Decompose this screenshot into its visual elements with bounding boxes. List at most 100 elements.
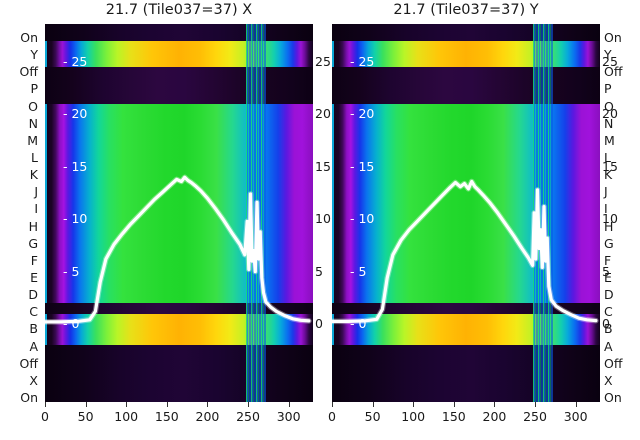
category-tick-label: C [604,304,613,320]
y-tick-label-inner: - 5 [350,263,367,279]
x-tick-mark [494,402,496,407]
y-tick-label-outer: 0 [602,316,610,331]
category-tick-label: Off [19,64,38,80]
y-tick-label-outer: 25 [602,54,618,69]
category-tick-label: F [30,252,38,268]
category-tick-label: B [604,321,613,337]
x-tick-label: 300 [276,409,301,424]
x-tick-label: 0 [41,409,49,424]
panel-title-x: 21.7 (Tile037=37) X [105,2,253,18]
y-tick-label-inner: - 0 [63,316,80,331]
y-tick-label-outer: 25 [315,54,331,69]
category-tick-label: J [604,184,608,200]
category-tick-label: A [29,338,38,354]
category-tick-label: D [604,287,614,303]
category-tick-label: N [28,115,38,131]
heatmap-band-edge [332,313,334,345]
category-axis-right: On Y Off P O N M L K J I H G F E D C B A Off X On [600,24,640,405]
x-tick-label: 250 [523,409,547,424]
y-tick-label-outer: 10 [315,211,331,227]
y-tick-label-inner: - 0 [350,316,367,331]
category-tick-label: H [604,218,614,234]
x-tick-label: 300 [563,409,588,424]
x-tick-mark [248,402,250,407]
category-tick-label: K [29,167,38,183]
x-tick-mark [207,402,209,407]
heatmap-band [45,67,313,94]
category-tick-label: G [28,235,38,251]
y-tick-label-outer: 15 [602,158,618,174]
category-tick-label: A [604,338,613,354]
category-tick-label: On [20,390,38,405]
curve-trace [45,175,311,324]
y-tick-label-inner: - 25 [350,54,375,69]
category-tick-label: On [604,30,622,45]
category-tick-label: N [604,115,614,131]
heatmap-band [332,303,600,314]
y-tick-label-inner: - 5 [63,263,80,279]
category-tick-label: G [604,235,614,251]
x-tick-label: 250 [236,409,260,424]
category-tick-label: Y [30,47,38,63]
category-tick-label: On [20,30,38,45]
heatmap-band-edge [45,313,47,345]
category-tick-label: H [28,218,38,234]
x-tick-label: 200 [482,409,507,424]
category-tick-label: P [604,81,612,97]
category-tick-label: E [604,270,612,285]
y-tick-label-inner: - 10 [350,211,375,227]
x-tick-mark [126,402,128,407]
y-tick-label-outer: 15 [315,158,331,174]
x-tick-label: 100 [114,409,139,424]
category-tick-label: M [604,132,615,148]
heatmap-band [332,41,600,68]
x-axis-panel-y: 0 50 100 150 200 250 300 [328,402,600,436]
y-tick-label-inner: - 25 [63,54,88,69]
y-tick-label-inner: - 20 [63,106,88,122]
heatmap-band-edge [332,103,334,304]
curve-trace [332,178,599,325]
heatmap-band-edge [45,103,47,304]
y-tick-label-inner: - 15 [63,158,88,174]
x-tick-label: 150 [441,409,466,424]
x-tick-mark [575,402,577,407]
x-axis-panel-x: 0 50 100 150 200 250 300 [41,402,313,436]
x-tick-label: 100 [401,409,426,424]
heatmap-band [45,93,313,104]
x-tick-mark [535,402,537,407]
curve-trace [45,174,312,325]
x-tick-mark [453,402,455,407]
category-tick-label: I [34,201,38,217]
x-tick-label: 50 [364,409,381,424]
category-tick-label: Off [604,355,623,371]
x-tick-mark [332,402,333,407]
category-tick-label: F [604,252,612,268]
category-tick-label: On [604,390,622,405]
heatmap-image-y [332,24,600,402]
category-tick-label: X [29,372,38,388]
heatmap-panel-y[interactable] [332,24,600,402]
heatmap-panel-x[interactable] [45,24,313,402]
y-tick-label-outer: 5 [602,263,610,279]
x-tick-label: 0 [328,409,336,424]
x-tick-mark [45,402,46,407]
category-tick-label: O [28,98,38,114]
x-tick-label: 150 [154,409,179,424]
category-tick-label: O [604,98,614,114]
category-tick-label: Y [604,47,612,63]
y-tick-label-inner: - 10 [63,211,88,227]
curve-trace [332,179,598,323]
x-tick-mark [413,402,415,407]
category-tick-label: L [31,150,38,165]
heatmap-band [45,303,313,314]
overlay-curve-y [332,178,599,325]
y-tick-label-outer: 5 [315,263,323,279]
x-tick-mark [166,402,168,407]
category-tick-label: I [604,201,608,217]
y-tick-label-outer: 10 [602,211,618,227]
heatmap-band [45,41,313,68]
category-tick-label: Off [604,64,623,80]
heatmap-band-edge [45,41,47,68]
category-tick-label: M [27,132,38,148]
